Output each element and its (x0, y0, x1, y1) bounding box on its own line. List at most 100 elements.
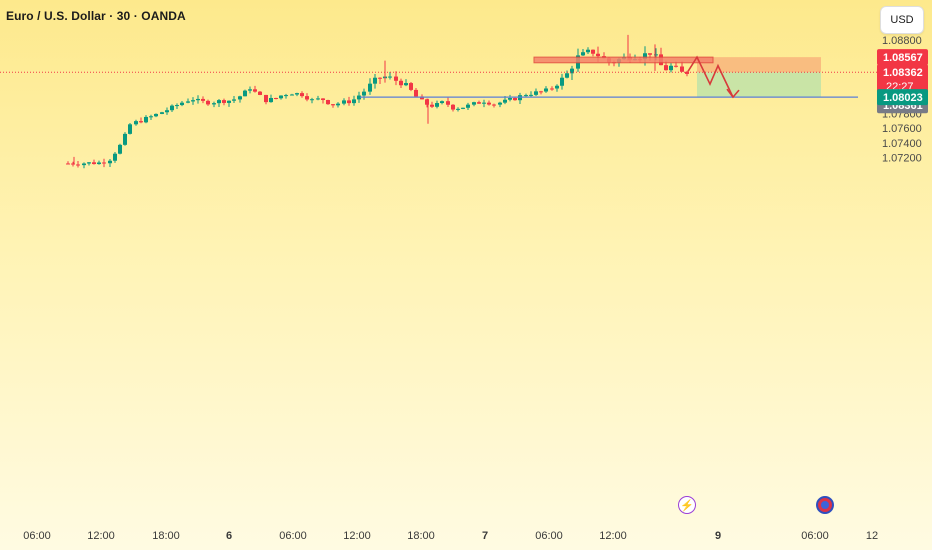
candle-body (362, 91, 366, 96)
candle-body (165, 110, 169, 113)
candle-body (97, 162, 101, 165)
candle-body (336, 103, 340, 106)
candle-body (524, 95, 528, 97)
candle-body (446, 101, 450, 105)
candle-body (368, 83, 372, 92)
candle-body (648, 53, 652, 55)
candle-body (425, 99, 429, 105)
candle-body (300, 93, 304, 97)
candle-body (555, 85, 559, 89)
candle-body (414, 89, 418, 97)
symbol-title: Euro / U.S. Dollar · 30 · OANDA (6, 9, 186, 23)
y-tick-label: 1.07600 (882, 123, 922, 135)
candle-body (685, 71, 689, 74)
candle-body (175, 105, 179, 107)
candle-body (196, 98, 200, 101)
candle-body (331, 104, 335, 106)
candle-body (248, 89, 252, 91)
candle-body (232, 99, 236, 101)
x-tick-label: 06:00 (535, 530, 563, 542)
candle-body (108, 160, 112, 164)
lightning-icon[interactable]: ⚡ (678, 496, 696, 514)
candle-body (227, 100, 231, 103)
candle-body (92, 162, 96, 165)
candle-body (316, 98, 320, 100)
candle-body (139, 121, 143, 123)
candle-body (186, 101, 190, 103)
candle-body (180, 102, 184, 106)
candle-body (654, 54, 658, 56)
candle-body (160, 112, 164, 114)
stop-loss-zone (697, 57, 821, 73)
candle-body (269, 97, 273, 103)
eu-flag-icon[interactable] (816, 496, 834, 514)
candle-body (529, 94, 533, 96)
target-price-tag: 1.08023 (883, 92, 923, 104)
candle-body (357, 95, 361, 100)
x-tick-label: 9 (715, 530, 721, 542)
candle-body (321, 98, 325, 101)
candle-body (596, 53, 600, 57)
x-tick-label: 06:00 (279, 530, 307, 542)
y-tick-label: 1.07400 (882, 138, 922, 150)
candle-body (243, 90, 247, 97)
x-tick-label: 06:00 (23, 530, 51, 542)
candle-body (420, 96, 424, 100)
resistance-zone (533, 56, 714, 64)
candle-body (76, 164, 80, 166)
x-tick-label: 18:00 (407, 530, 435, 542)
candle-body (217, 100, 221, 104)
candle-body (394, 76, 398, 81)
candle-body (508, 98, 512, 100)
candle-body (565, 73, 569, 78)
candle-body (440, 101, 444, 104)
candle-body (591, 49, 595, 54)
candle-body (550, 88, 554, 90)
candle-body (118, 144, 122, 154)
candle-body (212, 103, 216, 105)
candle-body (581, 52, 585, 56)
candle-body (191, 100, 195, 102)
x-tick-label: 06:00 (801, 530, 829, 542)
x-tick-label: 12:00 (87, 530, 115, 542)
projection-arrow (687, 55, 734, 98)
candle-body (388, 76, 392, 78)
candle-body (409, 83, 413, 90)
candle-body (482, 102, 486, 104)
candle-body (498, 102, 502, 105)
candle-body (253, 89, 257, 92)
candle-body (539, 91, 543, 93)
currency-button[interactable]: USD (880, 6, 924, 34)
x-tick-label: 6 (226, 530, 232, 542)
candle-body (560, 77, 564, 86)
resistance-price-tag: 1.08567 (883, 52, 923, 64)
candle-body (144, 116, 148, 123)
candle-body (451, 104, 455, 110)
x-tick-label: 12:00 (599, 530, 627, 542)
candle-body (310, 99, 314, 101)
arrow-head (726, 88, 740, 99)
candle-body (326, 100, 330, 105)
take-profit-zone (697, 72, 821, 98)
candle-body (290, 94, 294, 96)
candle-body (466, 104, 470, 108)
candle-body (87, 162, 91, 164)
candle-body (643, 53, 647, 60)
candle-body (430, 104, 434, 107)
candle-body (170, 105, 174, 111)
candle-body (305, 96, 309, 100)
candle-body (206, 100, 210, 105)
candle-body (66, 163, 70, 165)
y-tick-label: 1.08800 (882, 35, 922, 47)
candle-body (123, 133, 127, 145)
candle-body (513, 98, 517, 101)
candle-body (669, 65, 673, 71)
symbol-header: Euro / U.S. Dollar · 30 · OANDA (6, 9, 186, 23)
x-tick-label: 7 (482, 530, 488, 542)
candle-body (373, 77, 377, 84)
x-tick-label: 18:00 (152, 530, 180, 542)
candle-body (149, 116, 153, 118)
candle-body (399, 80, 403, 86)
